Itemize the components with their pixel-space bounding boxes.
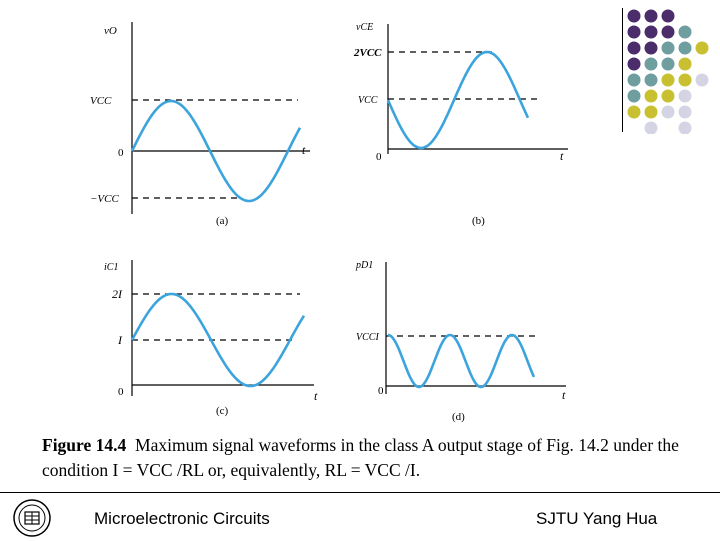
decor-dot (627, 57, 641, 71)
decor-dot (678, 41, 692, 55)
plot-b-xlabel: t (560, 149, 564, 163)
plot-b-tick-mid: VCC (358, 95, 378, 106)
decor-dot (661, 105, 675, 119)
decor-dot (644, 25, 658, 39)
decor-dot (644, 41, 658, 55)
waveform-c (130, 292, 306, 388)
plot-d-sublabel: (d) (452, 411, 465, 423)
decor-dot (678, 89, 692, 103)
decor-dot (644, 73, 658, 87)
waveform-b (386, 50, 530, 150)
decor-dot (695, 73, 709, 87)
caption-text: Maximum signal waveforms in the class A … (42, 435, 679, 480)
decor-dot (644, 89, 658, 103)
plot-d-xlabel: t (562, 388, 566, 402)
decorative-dot-grid (627, 9, 709, 134)
decor-dot (627, 89, 641, 103)
plot-c-sublabel: (c) (216, 405, 229, 417)
decor-dot (661, 89, 675, 103)
waveform-a (130, 99, 302, 203)
decor-dot (678, 25, 692, 39)
plot-d-tick-top: VCCI (356, 332, 379, 343)
plot-c-tick-top: 2I (112, 287, 123, 301)
decor-dot (627, 41, 641, 55)
university-logo-icon (13, 499, 51, 537)
caption-label: Figure 14.4 (42, 435, 127, 455)
plot-b-tick-zero: 0 (376, 151, 382, 163)
decor-dot (644, 105, 658, 119)
decor-dot (661, 41, 675, 55)
decor-dot (678, 105, 692, 119)
waveform-d (387, 333, 536, 389)
plot-c-ylabel: iC1 (104, 262, 118, 273)
decor-dot (627, 105, 641, 119)
plot-d-ylabel: pD1 (355, 260, 373, 271)
plot-c-xlabel: t (314, 389, 318, 403)
decor-dot (627, 9, 641, 23)
plot-a-ylabel: vO (104, 25, 117, 37)
decor-dot (661, 57, 675, 71)
figure-caption: Figure 14.4 Maximum signal waveforms in … (42, 433, 702, 483)
plot-b-sublabel: (b) (472, 215, 485, 227)
plot-a: vO t VCC 0 −VCC (a) (90, 22, 310, 227)
plot-c: iC1 t 2I I 0 (c) (104, 260, 318, 417)
decor-dot (627, 25, 641, 39)
plot-c-tick-mid: I (117, 333, 123, 347)
decor-dot (695, 41, 709, 55)
decor-dot (644, 121, 658, 134)
decor-dot (678, 121, 692, 134)
plot-d: pD1 t VCCI 0 (d) (355, 260, 566, 423)
footer-bar: Microelectronic Circuits SJTU Yang Hua (0, 492, 720, 541)
decor-dot (678, 73, 692, 87)
footer-course-title: Microelectronic Circuits (94, 509, 270, 528)
plot-b: vCE t 2VCC VCC 0 (b) (353, 22, 568, 227)
plot-d-tick-zero: 0 (378, 385, 384, 397)
plot-c-tick-zero: 0 (118, 386, 124, 398)
decor-dot (644, 9, 658, 23)
decor-dot (661, 73, 675, 87)
plot-a-xlabel: t (302, 143, 306, 157)
decor-dot (678, 57, 692, 71)
decor-divider-line (622, 8, 623, 132)
plot-a-tick-top: VCC (90, 95, 112, 107)
plot-b-ylabel: vCE (356, 22, 373, 33)
decor-dot (627, 73, 641, 87)
plot-a-tick-zero: 0 (118, 147, 124, 159)
plot-b-tick-top: 2VCC (353, 47, 382, 59)
decor-dot (644, 57, 658, 71)
footer-author: SJTU Yang Hua (536, 509, 658, 528)
decor-dot (661, 25, 675, 39)
decor-dot (661, 9, 675, 23)
plot-a-tick-bottom: −VCC (90, 193, 119, 205)
plot-a-sublabel: (a) (216, 215, 229, 227)
